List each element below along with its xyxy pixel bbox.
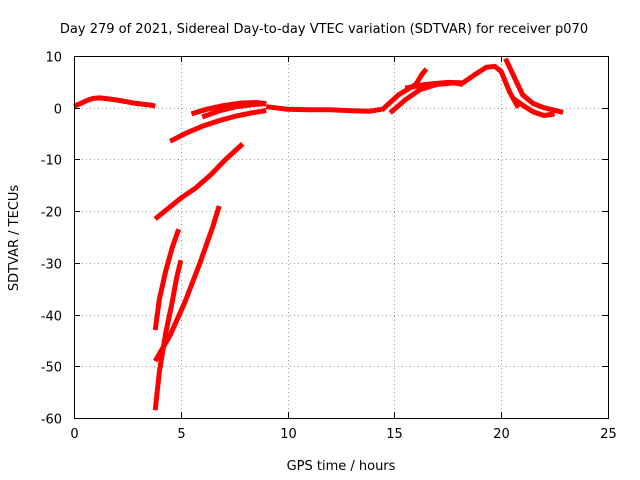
series-arc-4 bbox=[190, 100, 267, 117]
series-arc-12 bbox=[152, 228, 182, 331]
series-arc-11 bbox=[153, 142, 245, 221]
y-tick-label: -40 bbox=[41, 310, 62, 325]
x-tick-label: 5 bbox=[177, 427, 185, 442]
series-arc-13 bbox=[152, 259, 184, 411]
x-tick-label: 10 bbox=[280, 427, 297, 442]
x-tick-label: 25 bbox=[600, 427, 617, 442]
x-tick-labels: 0 5 10 15 20 25 bbox=[70, 427, 616, 442]
y-tick-label: -20 bbox=[41, 206, 62, 221]
series-arc-10 bbox=[510, 95, 555, 118]
y-tick-label: 10 bbox=[45, 51, 62, 66]
data-series-group bbox=[73, 57, 564, 411]
series-arc-9 bbox=[503, 57, 564, 115]
x-tick-label: 0 bbox=[70, 427, 78, 442]
series-arc-1 bbox=[73, 95, 156, 109]
y-tick-labels: 10 0 -10 -20 -30 -40 -50 -60 bbox=[41, 51, 62, 428]
chart-title: Day 279 of 2021, Sidereal Day-to-day VTE… bbox=[60, 22, 588, 37]
y-tick-label: -10 bbox=[41, 154, 62, 169]
y-tick-label: -30 bbox=[41, 258, 62, 273]
tick-marks bbox=[74, 56, 609, 419]
series-arc-8 bbox=[404, 63, 521, 109]
x-axis-label: GPS time / hours bbox=[287, 459, 396, 474]
y-tick-label: 0 bbox=[54, 103, 62, 118]
plot-frame bbox=[74, 56, 609, 419]
series-arc-5 bbox=[265, 104, 382, 114]
x-tick-label: 20 bbox=[493, 427, 510, 442]
series-arc-14 bbox=[153, 205, 222, 363]
series-arc-2 bbox=[168, 107, 267, 144]
y-axis-label: SDTVAR / TECUs bbox=[7, 185, 22, 292]
x-tick-label: 15 bbox=[386, 427, 403, 442]
y-tick-label: -50 bbox=[41, 361, 62, 376]
y-tick-label: -60 bbox=[41, 413, 62, 428]
